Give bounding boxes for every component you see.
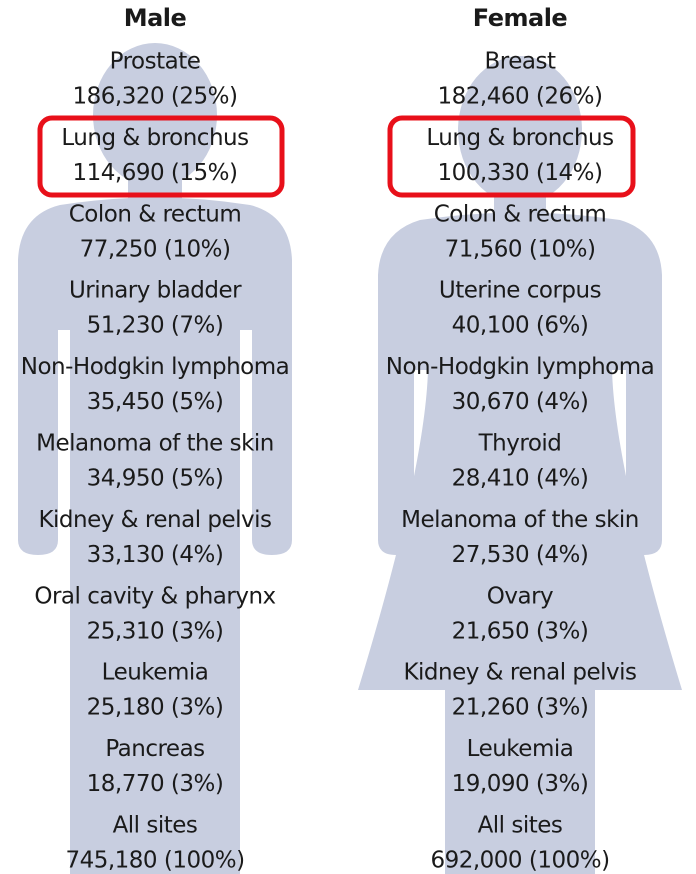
case-count: 182,460 (26%) bbox=[438, 84, 603, 110]
highlight-box bbox=[387, 115, 636, 198]
site-name: Ovary bbox=[487, 583, 553, 609]
site-name: All sites bbox=[113, 813, 198, 839]
case-count: 19,090 (3%) bbox=[452, 771, 589, 797]
site-name: Lung & bronchus bbox=[61, 125, 248, 151]
site-name: All sites bbox=[478, 813, 563, 839]
case-count: 25,310 (3%) bbox=[87, 618, 224, 644]
case-count: 18,770 (3%) bbox=[87, 771, 224, 797]
highlight-box bbox=[37, 115, 285, 198]
case-count: 35,450 (5%) bbox=[87, 389, 224, 415]
site-name: Leukemia bbox=[467, 736, 574, 762]
case-count: 114,690 (15%) bbox=[73, 160, 238, 186]
site-name: Kidney & renal pelvis bbox=[38, 507, 271, 533]
case-count: 30,670 (4%) bbox=[452, 389, 589, 415]
case-count: 34,950 (5%) bbox=[87, 466, 224, 492]
site-name: Uterine corpus bbox=[439, 278, 601, 304]
case-count: 25,180 (3%) bbox=[87, 695, 224, 721]
case-count: 21,650 (3%) bbox=[452, 618, 589, 644]
site-name: Melanoma of the skin bbox=[36, 431, 274, 457]
case-count: 100,330 (14%) bbox=[438, 160, 603, 186]
site-name: Non-Hodgkin lymphoma bbox=[386, 354, 654, 380]
site-name: Colon & rectum bbox=[434, 201, 606, 227]
case-count: 21,260 (3%) bbox=[452, 695, 589, 721]
case-count: 27,530 (4%) bbox=[452, 542, 589, 568]
site-name: Breast bbox=[485, 49, 556, 75]
male-silhouette bbox=[18, 43, 292, 874]
case-count: 186,320 (25%) bbox=[73, 84, 238, 110]
case-count: 33,130 (4%) bbox=[87, 542, 224, 568]
case-count: 40,100 (6%) bbox=[452, 313, 589, 339]
column-title: Female bbox=[473, 4, 568, 32]
case-count: 692,000 (100%) bbox=[430, 848, 609, 874]
site-name: Lung & bronchus bbox=[426, 125, 613, 151]
case-count: 745,180 (100%) bbox=[65, 848, 244, 874]
site-name: Non-Hodgkin lymphoma bbox=[21, 354, 289, 380]
female-silhouette bbox=[358, 56, 682, 874]
case-count: 71,560 (10%) bbox=[445, 236, 596, 262]
site-name: Leukemia bbox=[102, 660, 209, 686]
site-name: Thyroid bbox=[478, 431, 562, 457]
site-name: Urinary bladder bbox=[69, 278, 242, 304]
site-name: Kidney & renal pelvis bbox=[403, 660, 636, 686]
column-title: Male bbox=[124, 4, 187, 32]
site-name: Melanoma of the skin bbox=[401, 507, 639, 533]
site-name: Prostate bbox=[110, 49, 201, 75]
case-count: 28,410 (4%) bbox=[452, 466, 589, 492]
site-name: Pancreas bbox=[105, 736, 204, 762]
case-count: 51,230 (7%) bbox=[87, 313, 224, 339]
site-name: Colon & rectum bbox=[69, 201, 241, 227]
site-name: Oral cavity & pharynx bbox=[34, 583, 275, 609]
case-count: 77,250 (10%) bbox=[80, 236, 231, 262]
